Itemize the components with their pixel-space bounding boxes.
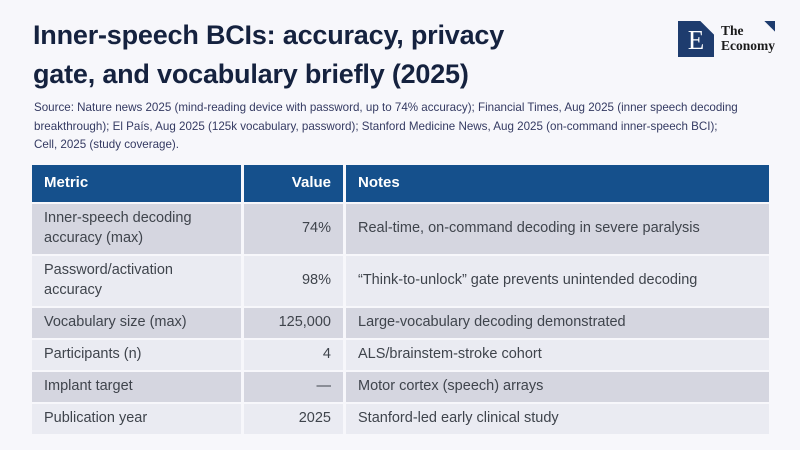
metrics-table: Metric Value Notes Inner-speech decoding… (32, 165, 769, 434)
page-title-line1: Inner-speech BCIs: accuracy, privacy (33, 20, 505, 50)
column-header-value: Value (244, 165, 343, 202)
table-cell-value: 74% (244, 204, 343, 254)
table-cell-metric: Implant target (32, 372, 241, 402)
table-cell-value: 2025 (244, 404, 343, 434)
table-cell-value: 98% (244, 256, 343, 306)
logo-letter-e-icon: E (687, 24, 705, 55)
logo-wordmark-line2: Economy (721, 37, 775, 53)
column-header-metric: Metric (32, 165, 241, 202)
logo-wordmark: The Economy (721, 21, 775, 53)
column-header-notes: Notes (346, 165, 769, 202)
table-cell-notes: Stanford-led early clinical study (346, 404, 769, 434)
table-cell-notes: ALS/brainstem-stroke cohort (346, 340, 769, 370)
table-cell-metric: Inner-speech decoding accuracy (max) (32, 204, 241, 254)
table-cell-value: 125,000 (244, 308, 343, 338)
table-cell-value: — (244, 372, 343, 402)
table-cell-notes: “Think-to-unlock” gate prevents unintend… (346, 256, 769, 306)
table-cell-notes: Motor cortex (speech) arrays (346, 372, 769, 402)
table-cell-value: 4 (244, 340, 343, 370)
page-title-line2: gate, and vocabulary briefly (2025) (33, 58, 469, 89)
logo-wordmark-line1: The (721, 23, 744, 38)
table-cell-notes: Large-vocabulary decoding demonstrated (346, 308, 769, 338)
table-cell-metric: Vocabulary size (max) (32, 308, 241, 338)
table-cell-metric: Participants (n) (32, 340, 241, 370)
table-cell-metric: Publication year (32, 404, 241, 434)
logo-square: E (678, 21, 714, 57)
table-cell-metric: Password/activation accuracy (32, 256, 241, 306)
table-cell-notes: Real-time, on-command decoding in severe… (346, 204, 769, 254)
page-title: Inner-speech BCIs: accuracy, privacy gat… (33, 16, 504, 93)
source-attribution: Source: Nature news 2025 (mind-reading d… (34, 101, 738, 152)
the-economy-logo: E The Economy (678, 21, 775, 57)
